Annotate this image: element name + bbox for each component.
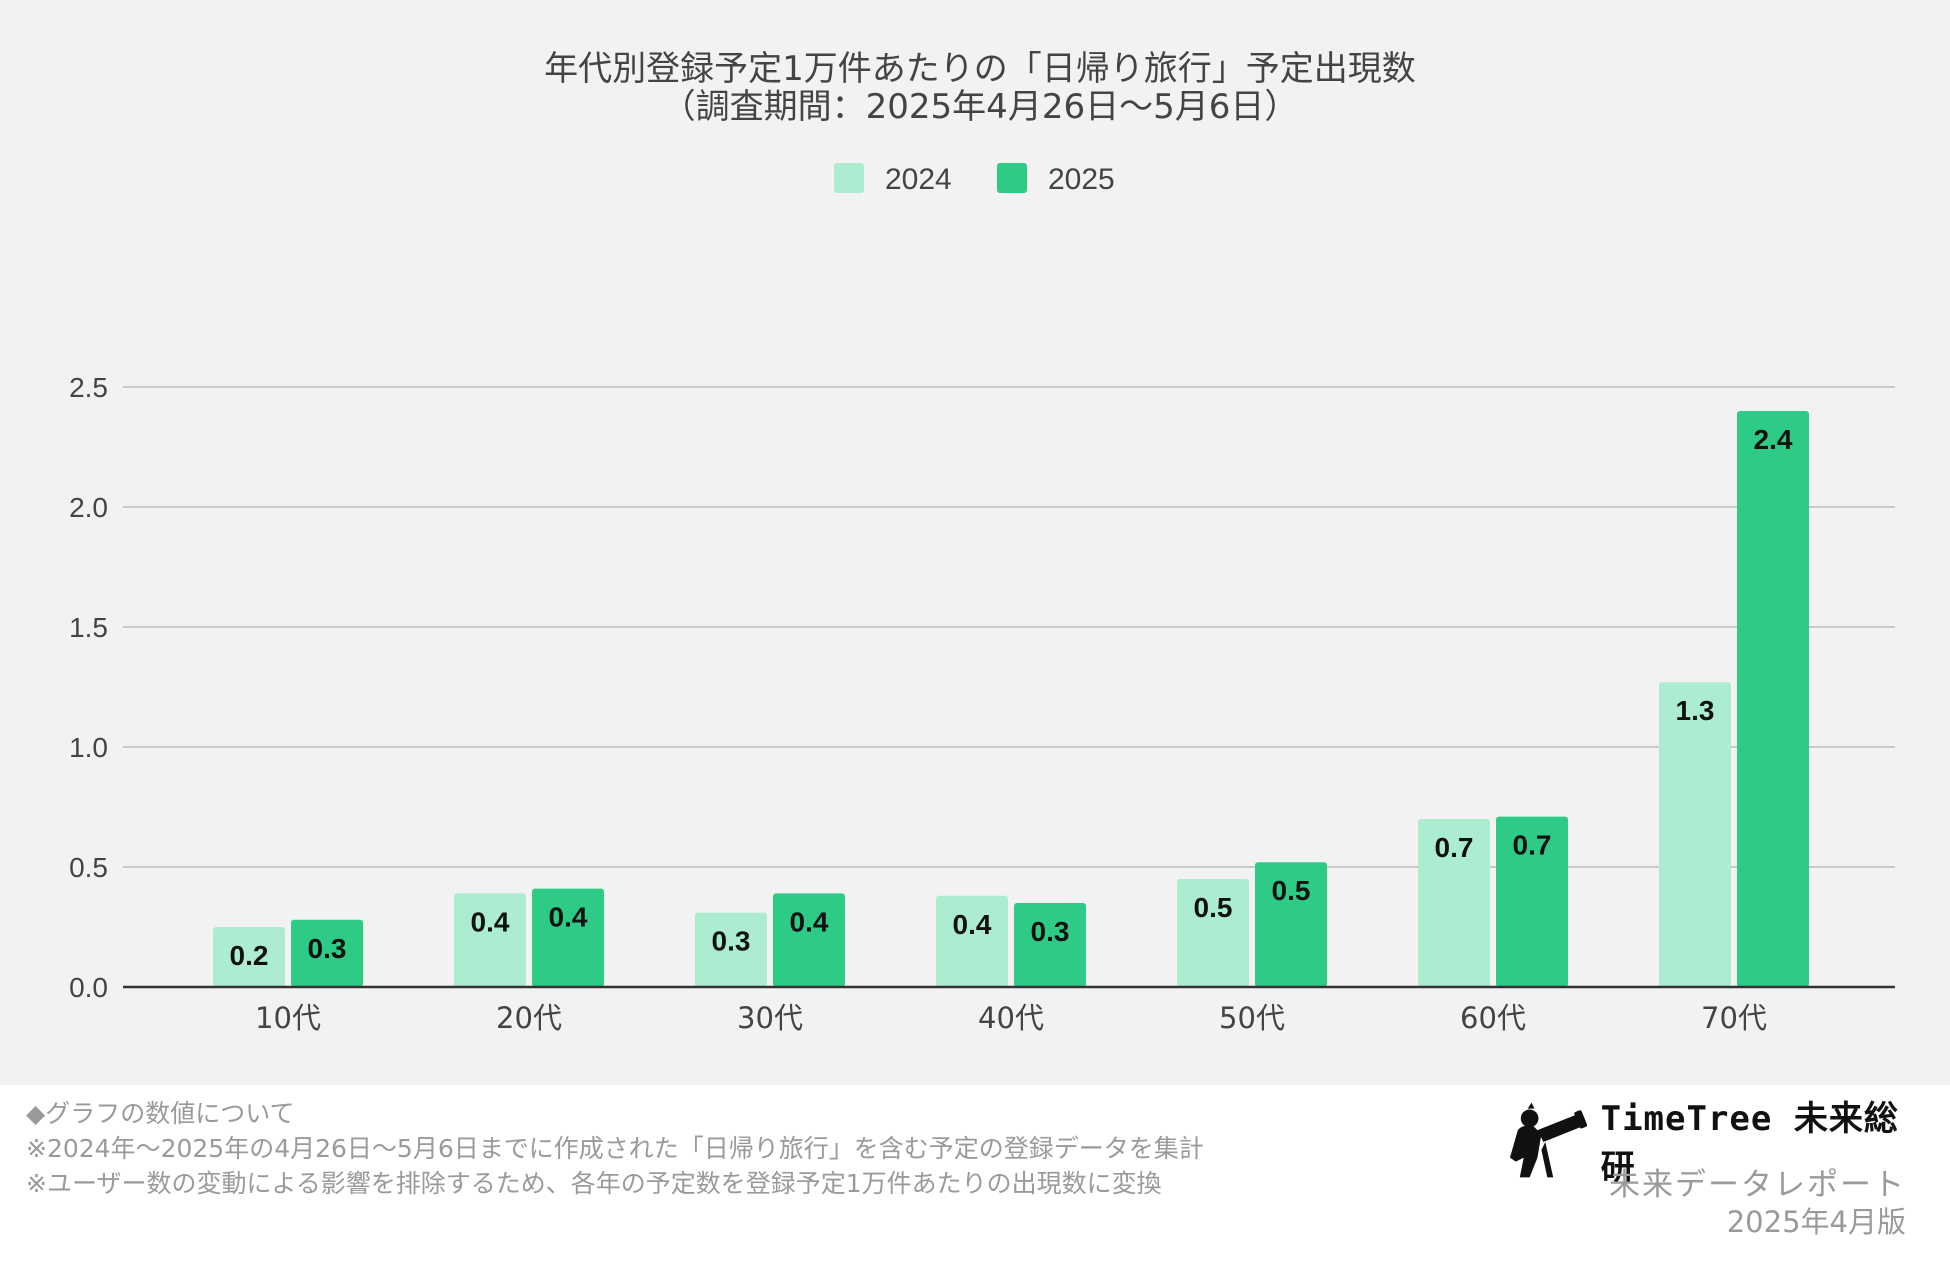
- data-label-2025-6: 2.4: [1754, 424, 1793, 455]
- x-tick-label-4: 50代: [1219, 1001, 1285, 1035]
- data-label-2025-3: 0.3: [1031, 916, 1070, 947]
- notes-heading: ◆グラフの数値について: [26, 1099, 295, 1128]
- bar-2024-4: [1177, 879, 1249, 987]
- y-tick-label-0: 0.0: [69, 972, 108, 1003]
- data-label-2025-0: 0.3: [308, 933, 347, 964]
- bar-2025-3: [1014, 903, 1086, 987]
- data-label-2025-2: 0.4: [790, 906, 829, 937]
- bar-2025-2: [773, 893, 845, 987]
- notes-line-1: ※2024年〜2025年の4月26日〜5月6日までに作成された「日帰り旅行」を含…: [26, 1134, 1204, 1163]
- data-label-2025-4: 0.5: [1272, 875, 1311, 906]
- brand-edition: 2025年4月版: [1726, 1205, 1906, 1239]
- brand-row: TimeTree 未来総研: [1508, 1091, 1928, 1189]
- y-tick-label-1: 0.5: [69, 852, 108, 883]
- chart-panel: 年代別登録予定1万件あたりの「日帰り旅行」予定出現数 （調査期間：2025年4月…: [0, 0, 1950, 1085]
- chart-title-line1: 年代別登録予定1万件あたりの「日帰り旅行」予定出現数: [544, 49, 1416, 89]
- x-tick-label-1: 20代: [496, 1001, 562, 1035]
- bar-2025-1: [532, 888, 604, 987]
- data-label-2024-6: 1.3: [1676, 695, 1715, 726]
- data-label-2024-4: 0.5: [1194, 892, 1233, 923]
- bar-2025-5: [1496, 816, 1568, 987]
- legend-label-2025: 2025: [1048, 163, 1115, 196]
- data-label-2024-3: 0.4: [953, 909, 992, 940]
- chart-title-line2: （調査期間：2025年4月26日〜5月6日）: [662, 87, 1299, 127]
- data-label-2024-0: 0.2: [230, 940, 269, 971]
- bar-2024-6: [1659, 682, 1731, 987]
- data-labels: 0.2 0.3 0.4 0.4 0.3 0.4 0.4 0.3 0.5 0.5 0.7 0.7 1.3 2…: [230, 424, 1793, 971]
- brand-block: TimeTree 未来総研 未来データレポート 2025年4月版: [1508, 1085, 1928, 1255]
- bar-2024-5: [1418, 819, 1490, 987]
- bar-2024-3: [936, 895, 1008, 987]
- gridlines: [123, 386, 1895, 868]
- data-label-2024-1: 0.4: [471, 906, 510, 937]
- notes-line-2: ※ユーザー数の変動による影響を排除するため、各年の予定数を登録予定1万件あたりの…: [26, 1169, 1162, 1198]
- y-tick-label-5: 2.5: [69, 372, 108, 403]
- y-tick-label-2: 1.0: [69, 732, 108, 763]
- y-tick-label-3: 1.5: [69, 612, 108, 643]
- legend-swatch-2025: [997, 163, 1027, 193]
- x-tick-label-3: 40代: [978, 1001, 1044, 1035]
- legend: 2024 2025: [834, 163, 1115, 196]
- x-axis-ticks: 10代 20代 30代 40代 50代 60代 70代: [255, 1001, 1767, 1035]
- brand-name: TimeTree 未来総研: [1600, 1099, 1899, 1188]
- data-label-2025-1: 0.4: [549, 902, 588, 933]
- bar-2025-6: [1737, 411, 1809, 987]
- telescope-person-icon: [1509, 1102, 1587, 1178]
- bar-2024-0: [213, 927, 285, 987]
- data-label-2024-5: 0.7: [1435, 832, 1474, 863]
- bar-2025-0: [291, 919, 363, 987]
- data-label-2024-2: 0.3: [712, 926, 751, 957]
- x-tick-label-0: 10代: [255, 1001, 321, 1035]
- data-label-2025-5: 0.7: [1513, 830, 1552, 861]
- bar-2024-1: [454, 893, 526, 987]
- x-tick-label-5: 60代: [1460, 1001, 1526, 1035]
- notes-block: ◆グラフの数値について ※2024年〜2025年の4月26日〜5月6日までに作成…: [26, 1096, 1204, 1201]
- x-tick-label-6: 70代: [1701, 1001, 1767, 1035]
- bar-chart: 年代別登録予定1万件あたりの「日帰り旅行」予定出現数 （調査期間：2025年4月…: [69, 49, 1895, 1035]
- legend-label-2024: 2024: [885, 163, 952, 196]
- brand-subtitle: 未来データレポート: [1609, 1167, 1906, 1203]
- y-axis-ticks: 0.0 0.5 1.0 1.5 2.0 2.5: [69, 372, 108, 1003]
- bars: [213, 411, 1809, 987]
- y-tick-label-4: 2.0: [69, 492, 108, 523]
- legend-swatch-2024: [834, 163, 864, 193]
- x-tick-label-2: 30代: [737, 1001, 803, 1035]
- bar-2024-2: [695, 912, 767, 987]
- bar-2025-4: [1255, 862, 1327, 987]
